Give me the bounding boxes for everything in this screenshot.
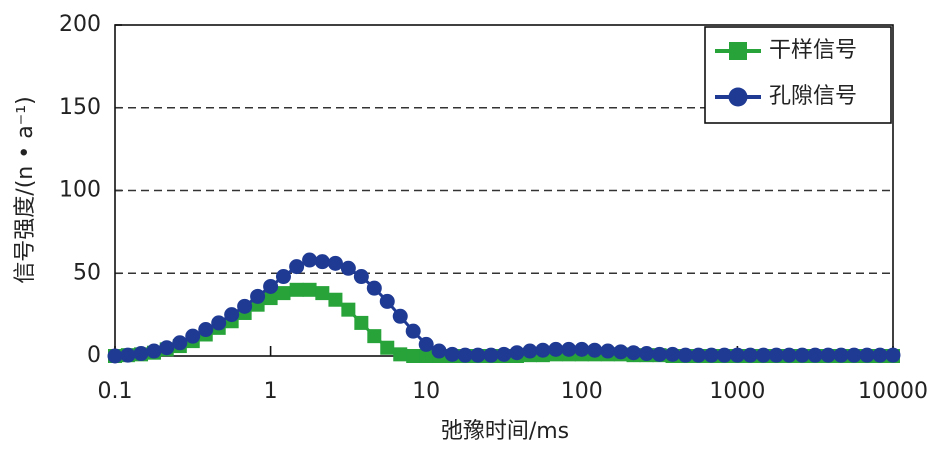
marker <box>781 347 797 363</box>
marker <box>639 346 655 362</box>
marker <box>470 347 486 363</box>
marker <box>561 341 577 357</box>
marker <box>742 347 758 363</box>
x-tick-label: 0.1 <box>98 379 133 404</box>
marker <box>353 269 369 285</box>
marker <box>224 307 240 323</box>
marker <box>444 346 460 362</box>
marker <box>275 269 291 285</box>
marker <box>457 347 473 363</box>
marker <box>341 302 356 317</box>
marker <box>340 260 356 276</box>
marker <box>328 292 343 307</box>
marker <box>302 282 317 297</box>
marker <box>703 347 719 363</box>
marker <box>120 347 136 363</box>
marker <box>807 347 823 363</box>
x-tick-label: 1000 <box>709 379 765 404</box>
marker <box>159 340 175 356</box>
x-tick-label: 10000 <box>858 379 928 404</box>
marker <box>535 342 551 358</box>
legend-label: 干样信号 <box>769 38 857 63</box>
marker <box>548 341 564 357</box>
marker <box>379 293 395 309</box>
marker <box>250 288 266 304</box>
marker <box>729 347 745 363</box>
legend-marker <box>728 87 748 107</box>
marker <box>833 347 849 363</box>
y-tick-label: 50 <box>73 260 101 285</box>
y-axis-label: 信号强度/(n • a⁻¹) <box>13 96 38 283</box>
marker <box>509 345 525 361</box>
marker <box>574 341 590 357</box>
marker <box>354 315 369 330</box>
marker <box>405 323 421 339</box>
y-tick-label: 0 <box>87 343 101 368</box>
marker <box>483 347 499 363</box>
marker <box>263 291 278 306</box>
marker <box>185 328 201 344</box>
legend-label: 孔隙信号 <box>769 84 857 109</box>
marker <box>393 347 408 362</box>
y-tick-label: 150 <box>59 95 101 120</box>
marker <box>327 255 343 271</box>
marker <box>198 322 214 338</box>
marker <box>172 335 188 351</box>
marker <box>820 347 836 363</box>
marker <box>587 342 603 358</box>
marker <box>314 254 330 270</box>
marker <box>302 252 318 268</box>
marker <box>418 336 434 352</box>
marker <box>276 286 291 301</box>
marker <box>133 346 149 362</box>
marker <box>366 280 382 296</box>
y-tick-label: 100 <box>59 178 101 203</box>
marker <box>367 329 382 344</box>
marker <box>496 346 512 362</box>
marker <box>768 347 784 363</box>
marker <box>613 344 629 360</box>
marker <box>289 259 305 275</box>
marker <box>678 347 694 363</box>
marker <box>755 347 771 363</box>
marker <box>263 278 279 294</box>
marker <box>289 282 304 297</box>
x-tick-label: 10 <box>412 379 440 404</box>
marker <box>419 349 434 363</box>
marker <box>859 347 875 363</box>
marker <box>652 346 668 362</box>
x-tick-label: 100 <box>561 379 603 404</box>
y-tick-label: 200 <box>59 12 101 37</box>
marker <box>431 343 447 359</box>
marker <box>872 347 888 363</box>
marker <box>237 298 253 314</box>
marker <box>885 347 901 363</box>
marker <box>600 343 616 359</box>
marker <box>716 347 732 363</box>
marker <box>146 343 162 359</box>
marker <box>665 346 681 362</box>
x-tick-label: 1 <box>264 379 278 404</box>
marker <box>107 348 123 364</box>
marker <box>315 286 330 301</box>
legend-marker <box>729 42 747 60</box>
marker <box>846 347 862 363</box>
marker <box>626 345 642 361</box>
marker <box>690 347 706 363</box>
marker <box>392 308 408 324</box>
marker <box>211 315 227 331</box>
marker <box>522 343 538 359</box>
x-axis-label: 弛豫时间/ms <box>441 419 569 444</box>
marker <box>380 340 395 355</box>
marker <box>794 347 810 363</box>
marker <box>406 349 421 363</box>
